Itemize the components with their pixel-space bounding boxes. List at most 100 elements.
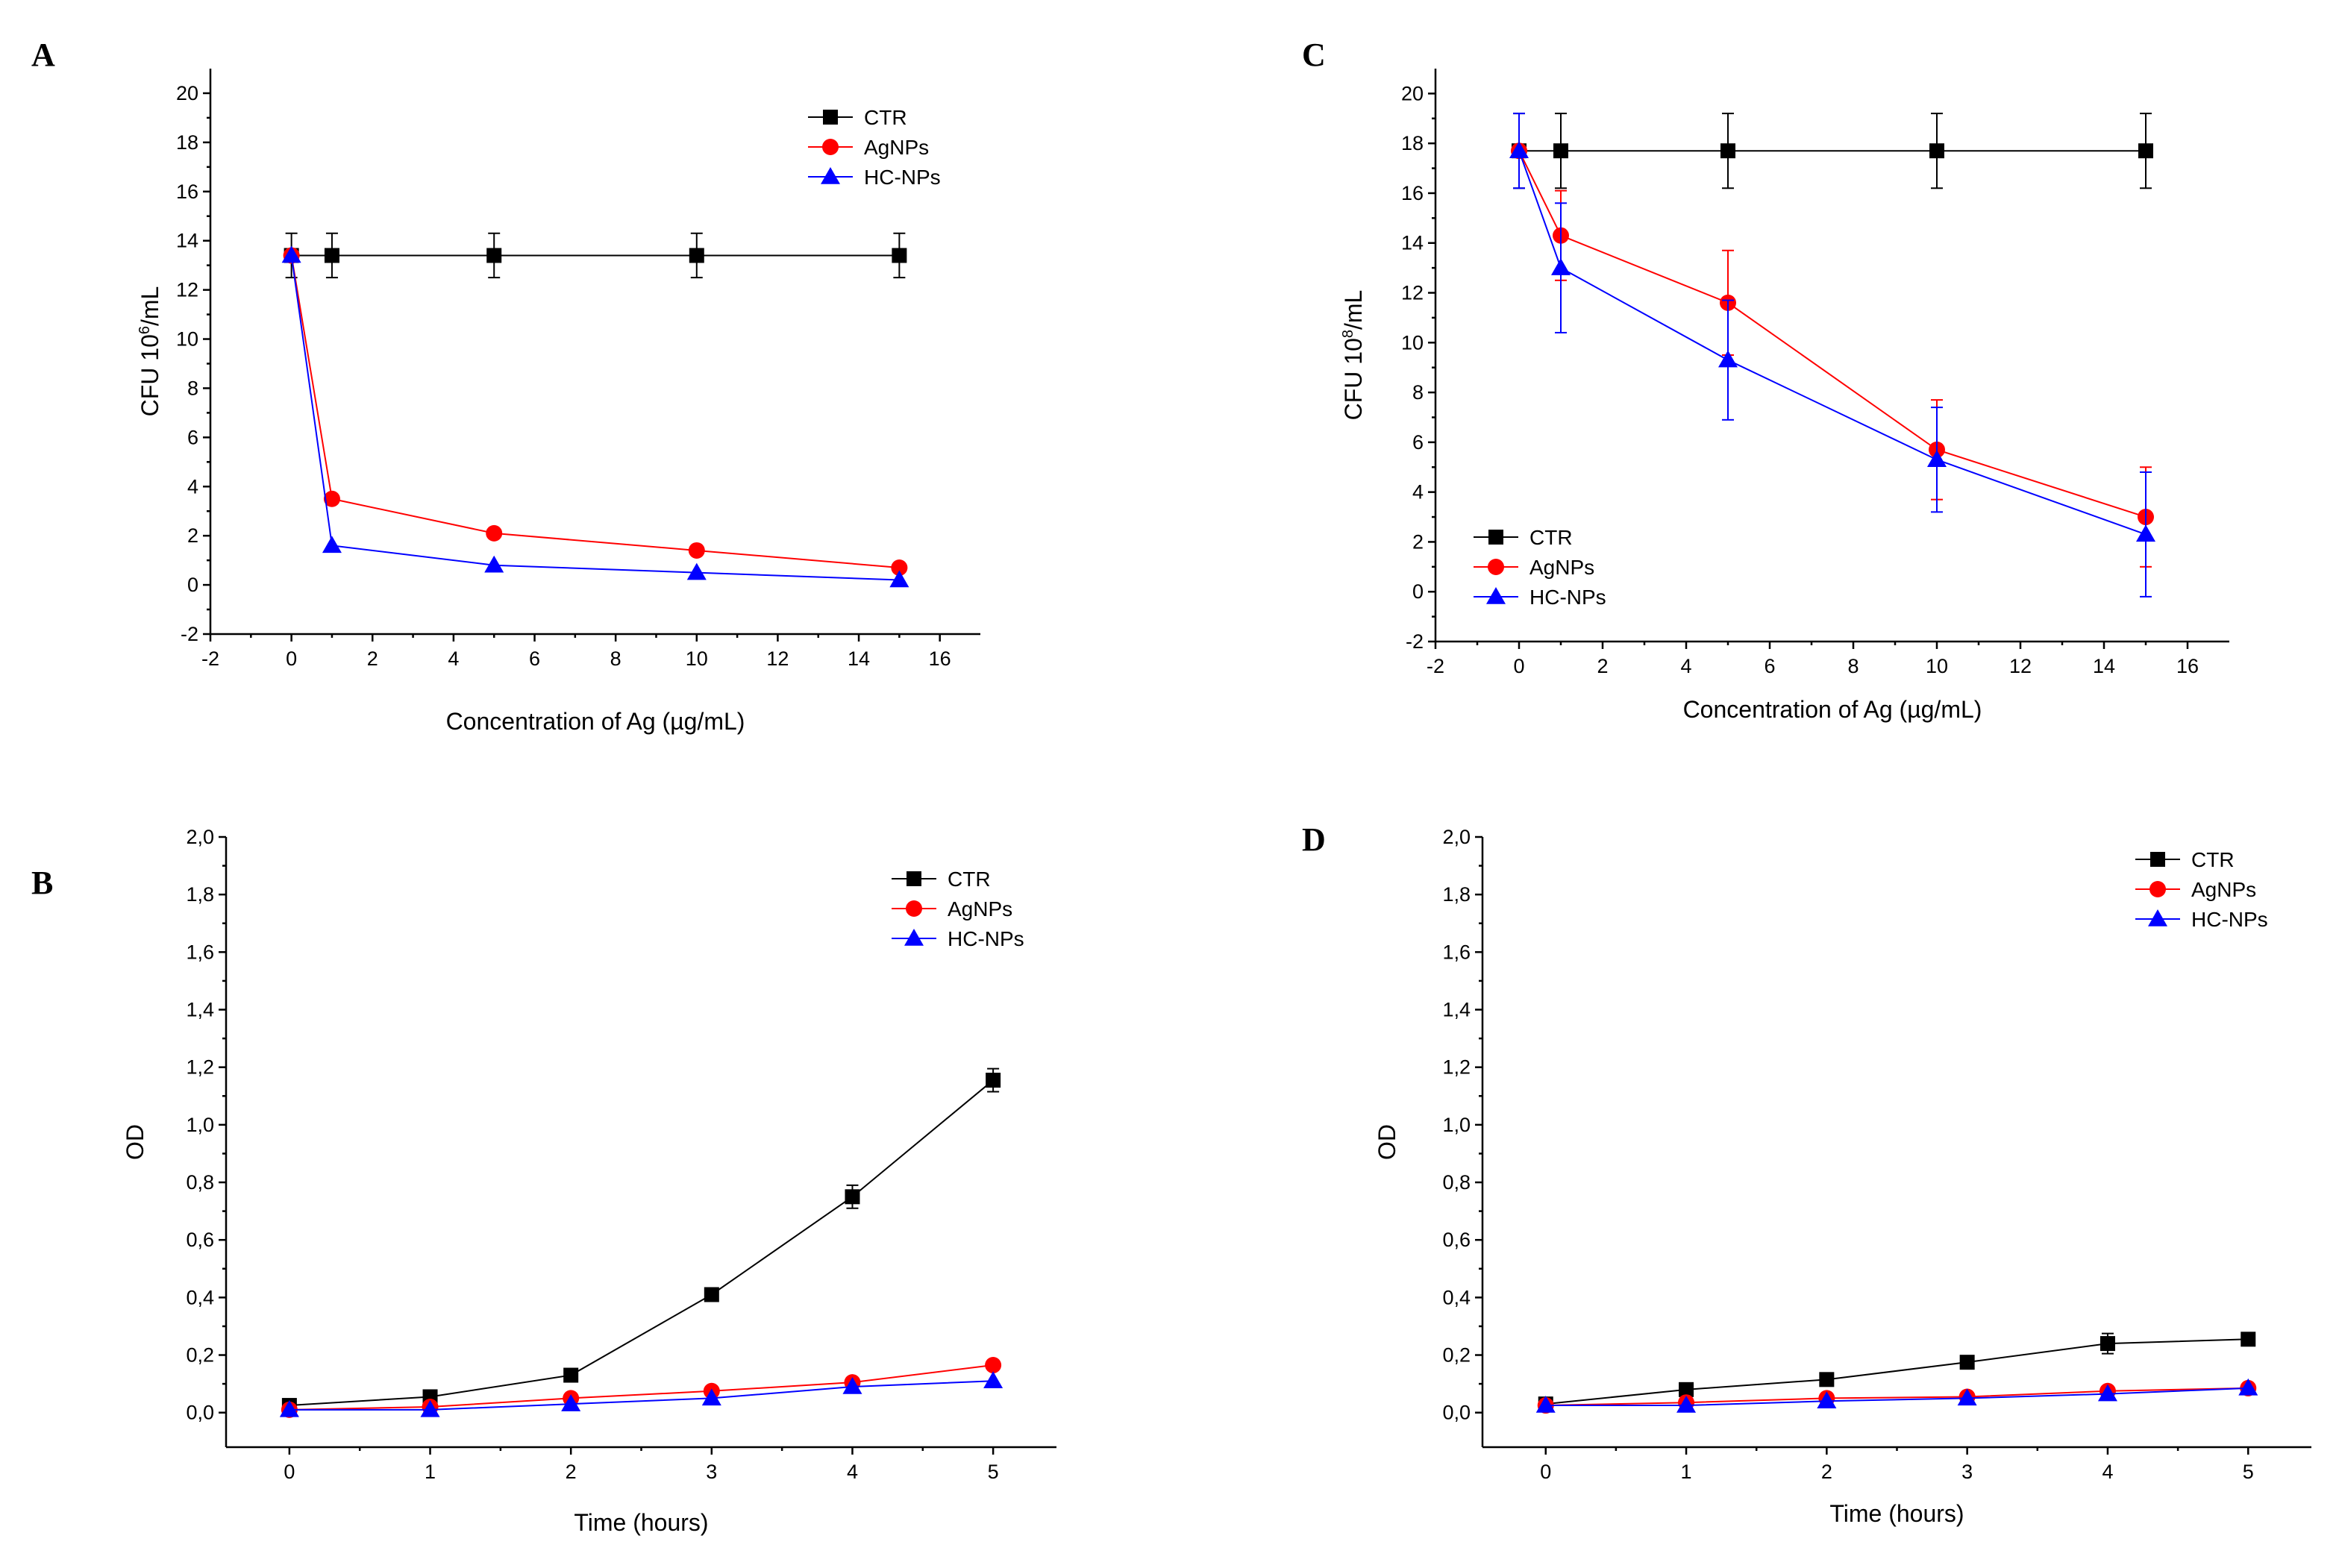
data-point-triangle-marker [2238,1378,2258,1396]
data-point-triangle-marker [889,570,909,588]
y-axis-label: OD [1374,1124,1400,1160]
data-point-triangle-marker [2136,524,2155,542]
y-tick-label: 4 [187,475,198,498]
legend-triangle-marker [821,167,840,184]
data-point-triangle-marker [1551,258,1571,275]
data-point-triangle-marker [842,1376,862,1394]
x-tick-label: 2 [367,647,378,670]
y-tick-label: 1,6 [186,941,214,963]
y-tick-label: 20 [1401,82,1424,104]
data-point-triangle-marker [1718,350,1738,368]
y-axis-label-unit: /mL [1340,290,1367,330]
x-axis-label: Concentration of Ag (µg/mL) [446,708,745,735]
y-tick-label: 0,6 [186,1229,214,1251]
x-tick-label: 8 [1847,655,1859,677]
legend-label: AgNPs [1529,556,1594,579]
y-tick-label: 12 [1401,282,1424,304]
y-axis-label-base: CFU 10 [1340,338,1367,420]
data-point-square-marker [892,248,907,263]
panel-letter: C [1302,37,1326,73]
series-hc-nps [1535,1378,2258,1413]
data-point-square-marker [1553,143,1568,159]
legend-label: AgNPs [864,136,929,159]
panel-d: D 0,0 0,2 0,4 0,6 0,8 1,0 1,2 1,4 1,6 1,8 2,0 0 1 2 3 4 5… [1302,821,2311,1527]
data-point-square-marker [1819,1372,1835,1387]
x-tick-label: 14 [2093,655,2115,677]
panel-c: C -2 0 2 4 6 8 10 12 14 16 18 20 -2 0 2 4 6 8 10 12 14 16 Conce… [1302,37,2229,723]
data-point-triangle-marker [1535,1396,1556,1413]
x-tick-label: 5 [2243,1461,2254,1483]
data-point-triangle-marker [322,536,342,553]
x-tick-label: 5 [988,1461,999,1483]
x-tick-label: 4 [448,647,459,670]
series-hc-nps [1509,113,2155,598]
data-point-circle-marker [688,542,705,559]
x-tick-label: 4 [2102,1461,2113,1483]
panel-letter: B [31,865,53,901]
y-tick-label: 1,8 [186,883,214,906]
data-point-triangle-marker [1676,1396,1697,1413]
y-tick-label: 2,0 [186,826,214,848]
x-tick-label: 2 [1597,655,1608,677]
legend-square-marker [2150,852,2165,867]
x-tick-label: -2 [201,647,219,670]
legend: CTR AgNPs HC-NPs [2135,848,2268,931]
legend-label: CTR [2191,848,2235,871]
y-tick-label: 2,0 [1442,826,1471,848]
data-point-square-marker [486,248,502,263]
series-line [1518,150,2147,518]
x-tick-label: 3 [706,1461,717,1483]
x-tick-label: 1 [1681,1461,1692,1483]
y-tick-label: 0,0 [1442,1402,1471,1424]
panel-b: B 0,0 0,2 0,4 0,6 0,8 1,0 1,2 1,4 1,6 1,8 2,0 0 1 2 3 4 5… [31,826,1056,1536]
series-agnps [1537,1379,2257,1414]
data-point-square-marker [2138,143,2153,159]
x-axis-label: Time (hours) [574,1509,708,1536]
y-tick-label: 2 [1412,530,1424,553]
data-point-square-marker [1679,1382,1694,1397]
data-point-triangle-marker [484,555,504,573]
y-tick-label: 1,0 [1442,1114,1471,1136]
y-tick-label: 8 [1412,381,1424,404]
series-ctr [281,1067,1001,1414]
y-tick-label: 0,8 [186,1171,214,1194]
data-point-square-marker [845,1189,860,1205]
y-tick-label: 0 [1412,580,1424,603]
series-ctr [1512,113,2153,189]
x-tick-label: 2 [1821,1461,1832,1483]
y-tick-label: 12 [176,279,198,301]
y-tick-label: 18 [1401,132,1424,154]
legend-square-marker [1488,530,1503,545]
y-axis-label-exponent: 8 [1340,330,1356,338]
y-tick-label: 10 [1401,331,1424,354]
data-point-circle-marker [486,524,503,542]
x-tick-label: 4 [847,1461,858,1483]
data-point-triangle-marker [281,245,301,263]
y-tick-label: 0,4 [1442,1286,1471,1308]
data-point-square-marker [986,1073,1001,1088]
data-point-square-marker [689,248,704,263]
series-agnps [283,247,908,577]
x-tick-label: 6 [1764,655,1775,677]
data-point-square-marker [324,248,339,263]
x-tick-label: 2 [566,1461,577,1483]
y-tick-label: 4 [1412,481,1424,504]
data-point-square-marker [1720,143,1735,159]
y-tick-label: 18 [176,131,198,154]
legend-square-marker [823,110,838,125]
series-line [289,1380,994,1411]
y-axis-label-unit: /mL [137,286,163,326]
y-tick-label: 1,4 [1442,999,1471,1021]
legend-label: CTR [864,106,907,129]
panel-letter: A [31,37,55,73]
x-tick-label: -2 [1427,655,1444,677]
legend-label: CTR [1529,526,1573,549]
x-tick-label: 0 [1513,655,1524,677]
data-point-triangle-marker [1927,450,1947,467]
y-tick-label: 0,8 [1442,1171,1471,1194]
legend-label: HC-NPs [2191,908,2268,931]
legend-triangle-marker [2148,909,2167,926]
x-tick-label: 0 [1540,1461,1551,1483]
data-point-square-marker [704,1287,719,1302]
y-tick-label: -2 [1406,630,1424,653]
